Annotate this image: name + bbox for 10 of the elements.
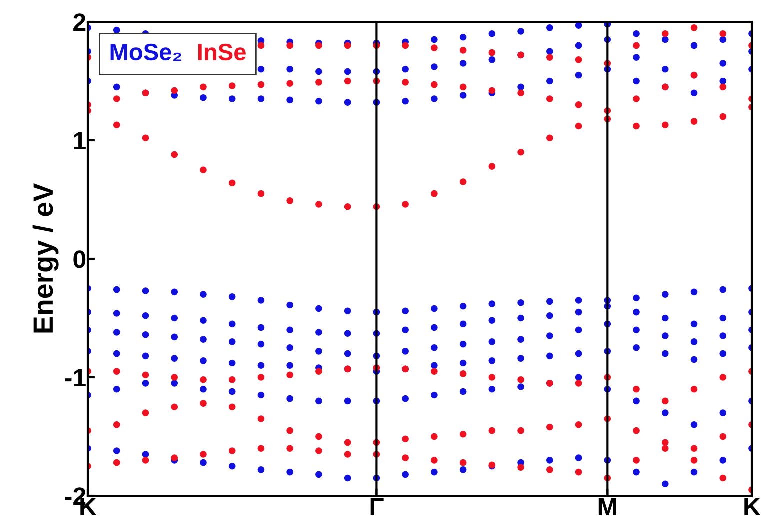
y-tick-label: 0 [74,250,86,268]
y-tick-label: 1 [74,132,86,150]
y-axis-title: Energy / eV [32,184,59,333]
y-tick-label: -1 [65,369,86,387]
x-tick-label: Γ [370,498,384,516]
y-tick-label: 2 [74,14,86,32]
x-tick-label: M [598,498,616,516]
text: MoSe₂ [110,44,182,62]
x-tick-label: K [744,498,761,516]
text: InSe [198,44,246,61]
